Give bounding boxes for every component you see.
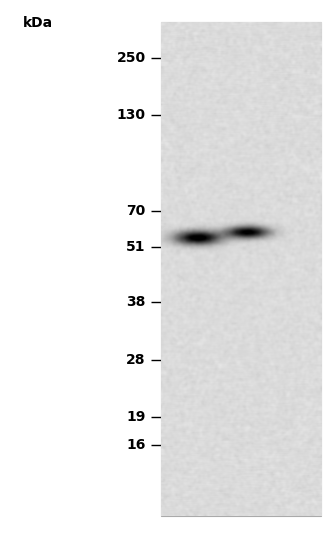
Bar [161, 22, 321, 516]
Text: kDa: kDa [23, 16, 53, 30]
Text: 51: 51 [126, 240, 146, 254]
Text: 250: 250 [117, 51, 146, 65]
Text: 70: 70 [126, 204, 146, 219]
Text: 19: 19 [126, 410, 146, 424]
Text: 16: 16 [126, 438, 146, 452]
Text: 130: 130 [117, 108, 146, 122]
Text: 28: 28 [126, 352, 146, 367]
Text: 38: 38 [126, 295, 146, 309]
